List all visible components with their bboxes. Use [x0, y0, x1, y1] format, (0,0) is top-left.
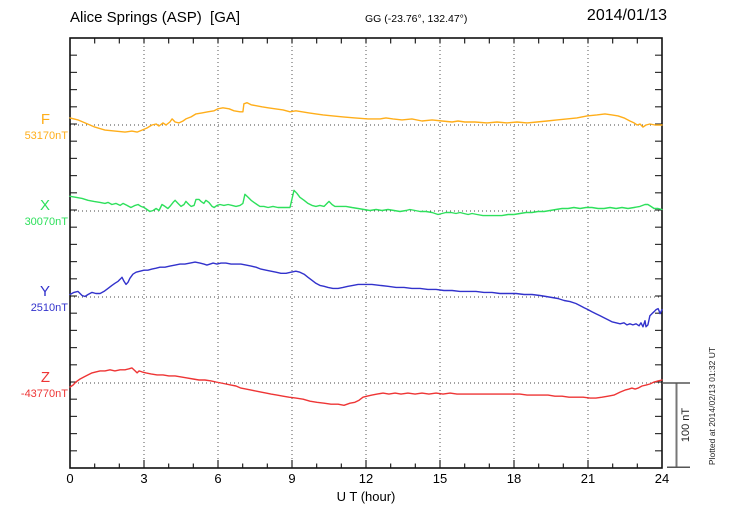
hour-label-6: 6 — [214, 471, 222, 486]
x-axis-title: U T (hour) — [336, 489, 396, 504]
station-title: Alice Springs (ASP) [GA] — [70, 9, 241, 26]
component-label-Y: Y — [39, 282, 50, 300]
trace-Z — [69, 367, 663, 406]
hour-label-9: 9 — [288, 471, 296, 486]
base-value-F: 53170nT — [24, 130, 68, 142]
plot-box — [69, 37, 663, 469]
hour-label-0: 0 — [66, 471, 74, 486]
trace-X — [69, 189, 663, 217]
plot-date: 2014/01/13 — [586, 7, 667, 24]
geographic-coordinates: GG (-23.76°, 132.47°) — [365, 13, 468, 25]
component-label-Z: Z — [40, 368, 50, 386]
hour-label-15: 15 — [432, 471, 448, 486]
trace-Y — [69, 261, 663, 328]
scale-bar-label: 100 nT — [680, 407, 692, 443]
plotted-at-note: Plotted at 2014/02/13 01:32 UT — [707, 346, 717, 466]
base-value-X: 30070nT — [24, 216, 68, 228]
component-label-X: X — [39, 196, 50, 214]
trace-F — [69, 101, 663, 133]
hour-label-24: 24 — [654, 471, 670, 486]
hour-label-12: 12 — [358, 471, 374, 486]
base-value-Z: -43770nT — [20, 388, 68, 400]
base-value-Y: 2510nT — [30, 302, 68, 314]
component-label-F: F — [40, 110, 50, 128]
hour-label-3: 3 — [140, 471, 148, 486]
hour-label-21: 21 — [580, 471, 596, 486]
hour-label-18: 18 — [506, 471, 522, 486]
